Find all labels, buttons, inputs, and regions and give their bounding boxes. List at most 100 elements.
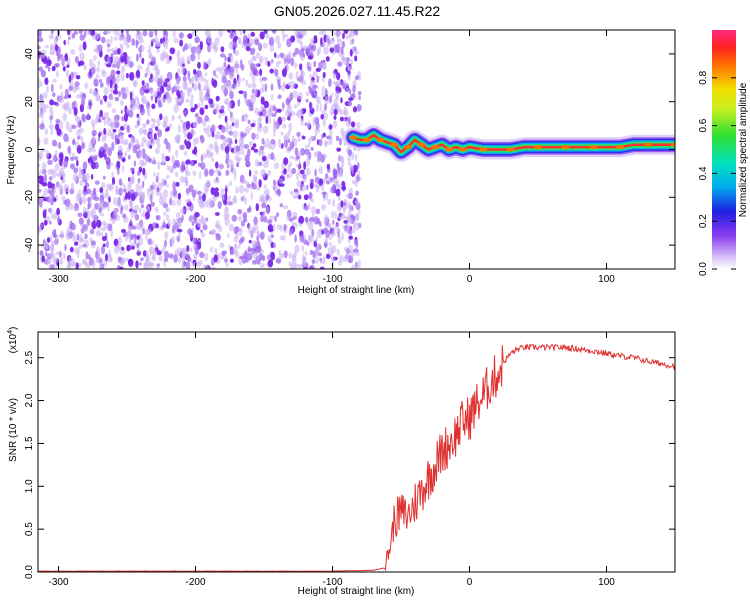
noise-dot (224, 81, 230, 87)
noise-dot (305, 217, 309, 224)
noise-dot (197, 116, 203, 124)
x-tick-label: 0 (467, 274, 473, 285)
noise-dot (347, 100, 353, 107)
signal-peak (561, 145, 570, 150)
noise-dot (149, 248, 152, 257)
noise-dot (201, 97, 204, 107)
noise-dot (307, 66, 312, 72)
noise-dot (345, 251, 349, 256)
noise-dot (244, 187, 250, 193)
noise-dot (349, 39, 354, 46)
noise-dot (66, 61, 70, 66)
noise-dot (329, 47, 335, 53)
noise-dot (38, 175, 44, 180)
noise-dot (275, 54, 281, 59)
noise-dot (356, 121, 361, 130)
noise-dot (157, 160, 161, 170)
noise-dot (40, 81, 43, 87)
noise-dot (44, 77, 49, 85)
noise-dot (114, 96, 120, 102)
noise-dot (325, 56, 330, 62)
noise-dot (44, 244, 50, 250)
noise-dot (282, 205, 288, 210)
noise-dot (315, 247, 319, 257)
noise-dot (155, 215, 159, 220)
x-tick-label: -300 (49, 577, 69, 588)
noise-dot (39, 250, 44, 257)
noise-dot (70, 49, 76, 55)
noise-dot (316, 103, 319, 112)
noise-dot (248, 38, 254, 47)
noise-dot (53, 197, 57, 202)
noise-dot (247, 33, 252, 40)
noise-dot (309, 101, 312, 110)
noise-dot (250, 146, 255, 151)
noise-dot (266, 138, 269, 143)
noise-dot (43, 188, 49, 196)
noise-dot (322, 118, 327, 127)
noise-dot (118, 187, 123, 196)
noise-dot (193, 68, 197, 75)
noise-dot (234, 60, 239, 69)
noise-dot (282, 124, 287, 129)
noise-dot (295, 155, 300, 160)
noise-dot (278, 178, 284, 184)
noise-dot (229, 54, 234, 64)
noise-dot (155, 126, 159, 131)
noise-dot (186, 55, 191, 65)
noise-dot (312, 84, 319, 89)
noise-dot (292, 211, 298, 219)
noise-dot (125, 30, 129, 36)
noise-dot (56, 35, 62, 40)
noise-dot (329, 95, 332, 104)
noise-dot (190, 107, 196, 113)
noise-dot (60, 56, 66, 64)
noise-dot (229, 90, 234, 100)
noise-dot (202, 118, 207, 127)
noise-dot (235, 67, 239, 75)
noise-dot (238, 243, 241, 249)
noise-dot (90, 209, 94, 217)
noise-dot (252, 55, 256, 61)
noise-dot (151, 103, 156, 110)
noise-dot (82, 206, 86, 214)
noise-dot (187, 33, 193, 39)
noise-dot (271, 30, 276, 33)
noise-dot (274, 69, 279, 77)
noise-dot (129, 219, 133, 226)
signal-peak (479, 147, 488, 152)
noise-dot (306, 184, 309, 191)
noise-dot (233, 172, 237, 181)
noise-dot (214, 248, 218, 254)
noise-dot (88, 30, 92, 35)
noise-dot (42, 239, 46, 245)
noise-dot (242, 212, 247, 219)
noise-dot (152, 30, 156, 34)
noise-dot (163, 260, 166, 268)
noise-dot (299, 63, 303, 71)
noise-dot (111, 141, 115, 151)
noise-dot (346, 147, 350, 152)
noise-dot (328, 135, 333, 144)
noise-dot (67, 30, 71, 36)
noise-dot (121, 116, 124, 122)
colorbar-tick-label: 0.0 (698, 262, 709, 276)
noise-dot (275, 258, 282, 264)
noise-dot (38, 163, 41, 168)
noise-dot (155, 223, 159, 229)
y-tick-label: 1.0 (24, 479, 35, 493)
noise-dot (204, 71, 208, 77)
noise-dot (271, 59, 274, 64)
noise-dot (142, 167, 146, 176)
noise-dot (336, 162, 340, 169)
noise-dot (120, 109, 124, 114)
noise-dot (349, 49, 353, 57)
noise-dot (166, 184, 170, 188)
noise-dot (336, 221, 340, 226)
noise-dot (85, 207, 89, 213)
noise-dot (46, 237, 51, 243)
noise-dot (311, 259, 316, 264)
noise-dot (280, 131, 284, 136)
noise-dot (185, 159, 191, 165)
noise-dot (122, 213, 127, 219)
